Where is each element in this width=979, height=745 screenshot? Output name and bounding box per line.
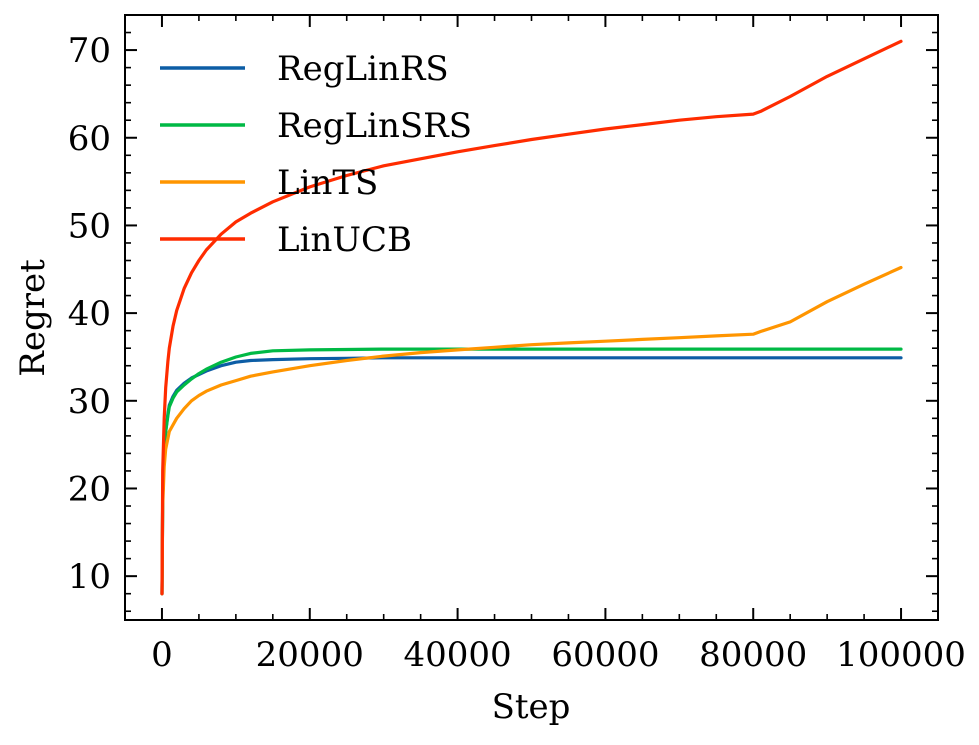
series-layer (160, 39, 903, 596)
y-tick-label: 20 (68, 469, 111, 509)
legend-label-lints: LinTS (277, 163, 378, 203)
x-tick-label: 20000 (256, 635, 364, 675)
ticks-layer: 0 20000 40000 60000 80000 100000 10 20 30 40 50 60 7… (68, 14, 966, 675)
y-axis-label: Regret (13, 259, 53, 377)
series-line-reglinrs (160, 356, 903, 596)
series-line-lints (160, 265, 903, 596)
legend-label-reglinrs: RegLinRS (277, 49, 449, 89)
x-tick-label: 80000 (699, 635, 807, 675)
y-tick-label: 10 (68, 557, 111, 597)
plot-frame (124, 14, 939, 621)
y-tick-label: 70 (68, 31, 111, 71)
x-tick-label: 0 (151, 635, 173, 675)
x-axis-label: Step (492, 687, 571, 727)
series-line-reglinsrs (160, 347, 903, 596)
y-tick-label: 30 (68, 382, 111, 422)
x-tick-label: 100000 (836, 635, 966, 675)
y-tick-label: 40 (68, 294, 111, 334)
legend: RegLinRS RegLinSRS LinTS LinUCB (160, 49, 472, 260)
x-tick-label: 40000 (404, 635, 512, 675)
y-tick-label: 50 (68, 206, 111, 246)
series-line-linucb (160, 39, 903, 596)
y-tick-label: 60 (68, 119, 111, 159)
legend-label-linucb: LinUCB (277, 220, 412, 260)
x-tick-label: 60000 (551, 635, 659, 675)
legend-label-reglinsrs: RegLinSRS (277, 106, 472, 146)
